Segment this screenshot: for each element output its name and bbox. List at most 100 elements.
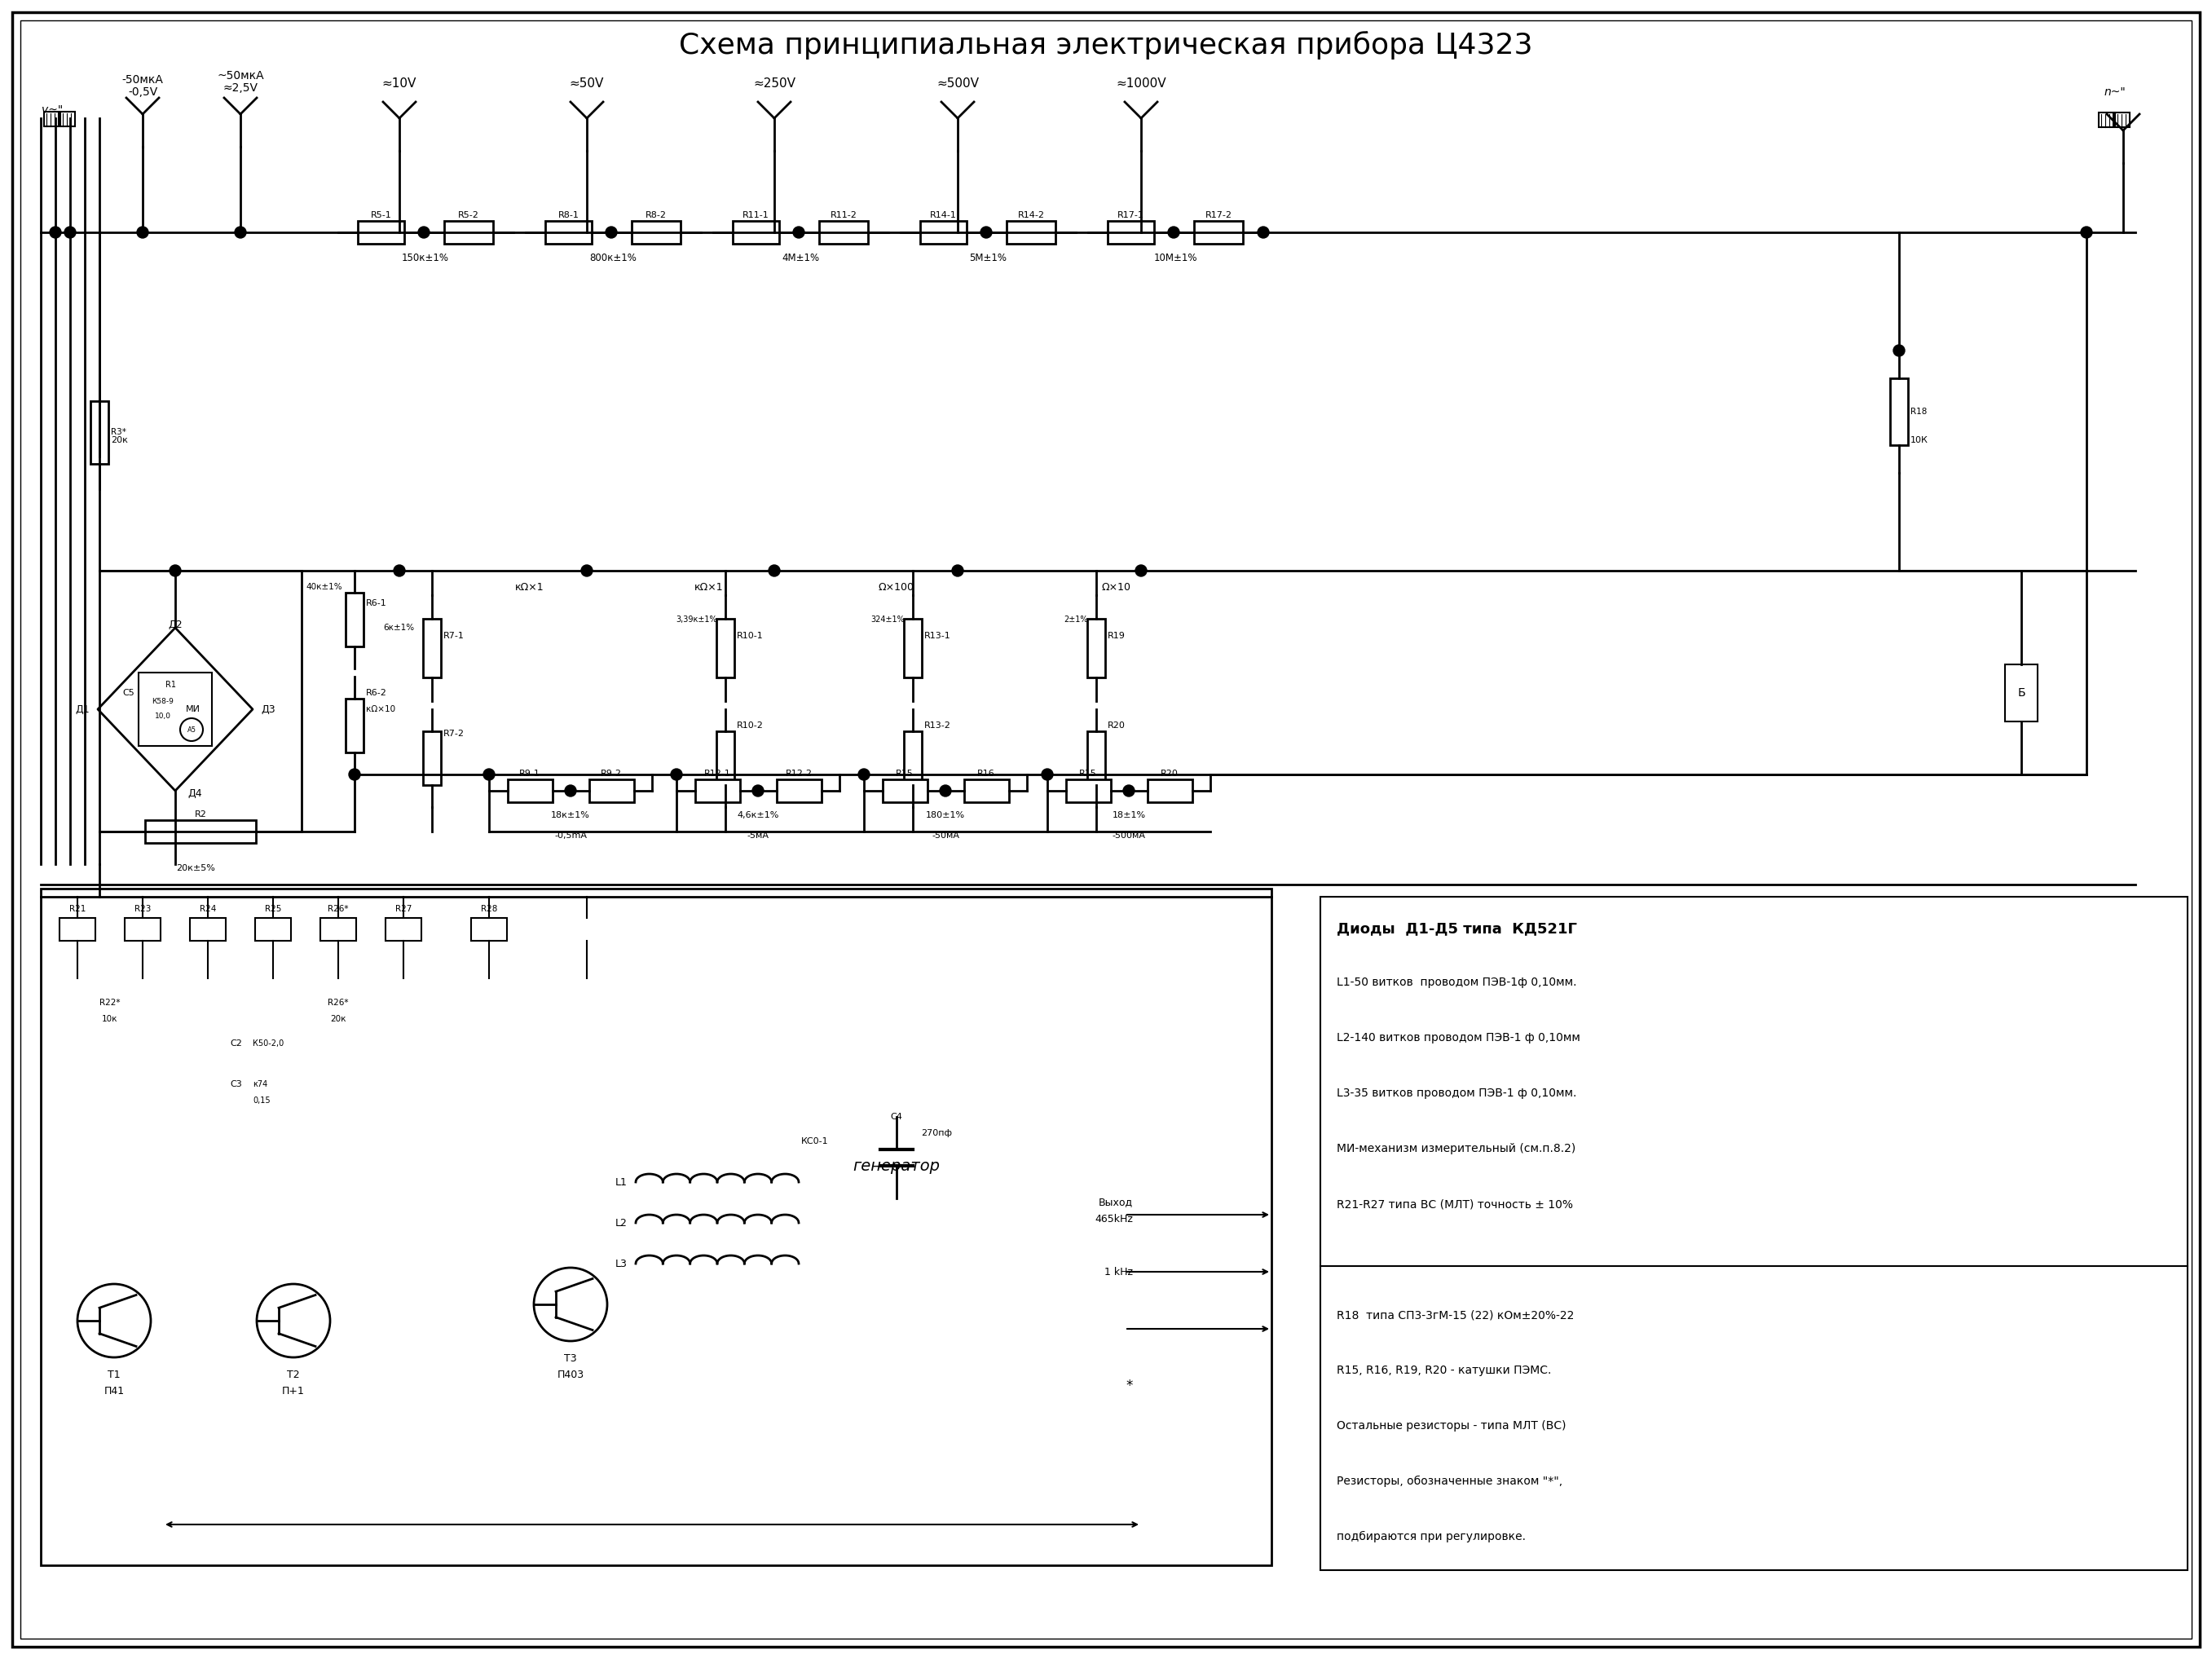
Bar: [883, 780, 927, 803]
Bar: [1889, 378, 1909, 445]
Text: R17-2: R17-2: [1206, 211, 1232, 219]
Circle shape: [418, 227, 429, 237]
Circle shape: [670, 768, 681, 780]
Bar: [964, 780, 1009, 803]
Text: Д1: Д1: [75, 703, 91, 715]
Text: C2: C2: [230, 1040, 243, 1047]
Text: ~50мкА: ~50мкА: [217, 70, 263, 81]
Circle shape: [349, 768, 361, 780]
Text: Б: Б: [2017, 687, 2026, 698]
Bar: [44, 111, 60, 126]
Circle shape: [234, 227, 246, 237]
Text: ≈1000V: ≈1000V: [1115, 78, 1166, 90]
Text: R16: R16: [978, 770, 995, 778]
Circle shape: [64, 227, 75, 237]
Text: кΩ×1: кΩ×1: [695, 582, 723, 592]
Text: К50-2,0: К50-2,0: [252, 1040, 283, 1047]
Text: L2: L2: [615, 1218, 628, 1228]
Text: 150к±1%: 150к±1%: [403, 252, 449, 264]
Text: R21-R27 типа ВС (МЛТ) точность ± 10%: R21-R27 типа ВС (МЛТ) точность ± 10%: [1336, 1198, 1573, 1209]
Text: 270пф: 270пф: [920, 1130, 951, 1138]
Text: R14-1: R14-1: [929, 211, 958, 219]
Circle shape: [137, 227, 148, 237]
Text: R8-2: R8-2: [646, 211, 666, 219]
Bar: [1321, 898, 2188, 1569]
Text: L1: L1: [615, 1176, 628, 1188]
Bar: [588, 780, 633, 803]
Text: 20к: 20к: [111, 436, 128, 445]
Text: 180±1%: 180±1%: [927, 811, 964, 820]
Circle shape: [257, 1284, 330, 1357]
Bar: [422, 619, 440, 677]
Text: 4M±1%: 4M±1%: [781, 252, 818, 264]
Bar: [920, 221, 967, 244]
Bar: [471, 917, 507, 941]
Bar: [776, 780, 821, 803]
Bar: [1148, 780, 1192, 803]
Text: кΩ×10: кΩ×10: [365, 705, 396, 713]
Text: ≈2,5V: ≈2,5V: [223, 83, 259, 95]
Text: 18±1%: 18±1%: [1113, 811, 1146, 820]
Text: Диоды  Д1-Д5 типа  КД521Г: Диоды Д1-Д5 типа КД521Г: [1336, 921, 1577, 936]
Text: Д4: Д4: [188, 788, 201, 800]
Text: -50мА: -50мА: [931, 831, 960, 839]
Bar: [146, 820, 257, 843]
Bar: [732, 221, 779, 244]
Circle shape: [49, 227, 62, 237]
Text: Резисторы, обозначенные знаком "*",: Резисторы, обозначенные знаком "*",: [1336, 1475, 1562, 1486]
Text: 40к±1%: 40к±1%: [305, 582, 343, 591]
Text: 0,15: 0,15: [252, 1097, 270, 1105]
Circle shape: [1893, 345, 1905, 357]
Text: *: *: [1126, 1379, 1133, 1394]
Circle shape: [752, 785, 763, 796]
Text: R7-2: R7-2: [442, 730, 465, 738]
Bar: [544, 221, 593, 244]
Bar: [60, 917, 95, 941]
Text: Остальные резисторы - типа МЛТ (ВС): Остальные резисторы - типа МЛТ (ВС): [1336, 1420, 1566, 1432]
Circle shape: [77, 1284, 150, 1357]
Text: R6-2: R6-2: [365, 688, 387, 697]
Bar: [1088, 732, 1106, 785]
Text: МИ-механизм измерительный (см.п.8.2): МИ-механизм измерительный (см.п.8.2): [1336, 1143, 1575, 1155]
Bar: [1194, 221, 1243, 244]
Bar: [190, 917, 226, 941]
Bar: [2115, 113, 2130, 128]
Text: 1 kHz: 1 kHz: [1104, 1266, 1133, 1277]
Text: -500мА: -500мА: [1113, 831, 1146, 839]
Bar: [717, 619, 734, 677]
Bar: [695, 780, 739, 803]
Text: L1-50 витков  проводом ПЭВ-1ф 0,10мм.: L1-50 витков проводом ПЭВ-1ф 0,10мм.: [1336, 977, 1577, 989]
Text: R1: R1: [166, 680, 177, 688]
Text: 4,6к±1%: 4,6к±1%: [737, 811, 779, 820]
Text: R10-2: R10-2: [737, 722, 763, 730]
Text: МИ: МИ: [186, 705, 201, 713]
Bar: [60, 111, 75, 126]
Text: R22*: R22*: [100, 999, 119, 1007]
Text: 5M±1%: 5M±1%: [969, 252, 1006, 264]
Bar: [345, 592, 363, 647]
Text: 10,0: 10,0: [155, 712, 170, 720]
Text: R24: R24: [199, 904, 217, 912]
Text: П41: П41: [104, 1385, 124, 1397]
Text: 10к: 10к: [102, 1015, 117, 1024]
Text: R27: R27: [396, 904, 411, 912]
Bar: [445, 221, 493, 244]
Text: ≈50V: ≈50V: [568, 78, 604, 90]
Circle shape: [170, 566, 181, 576]
Text: 20к: 20к: [330, 1015, 347, 1024]
Text: C5: C5: [122, 688, 135, 697]
Bar: [358, 221, 405, 244]
Text: R23: R23: [135, 904, 150, 912]
Text: v~": v~": [42, 105, 62, 116]
Circle shape: [1124, 785, 1135, 796]
Circle shape: [858, 768, 869, 780]
Bar: [1066, 780, 1110, 803]
Text: 800к±1%: 800к±1%: [588, 252, 637, 264]
Text: ≈250V: ≈250V: [752, 78, 796, 90]
Text: Ω×100: Ω×100: [878, 582, 914, 592]
Bar: [507, 780, 553, 803]
Text: R15: R15: [1079, 770, 1097, 778]
Text: R11-1: R11-1: [743, 211, 770, 219]
Text: R25: R25: [265, 904, 281, 912]
Bar: [345, 698, 363, 753]
